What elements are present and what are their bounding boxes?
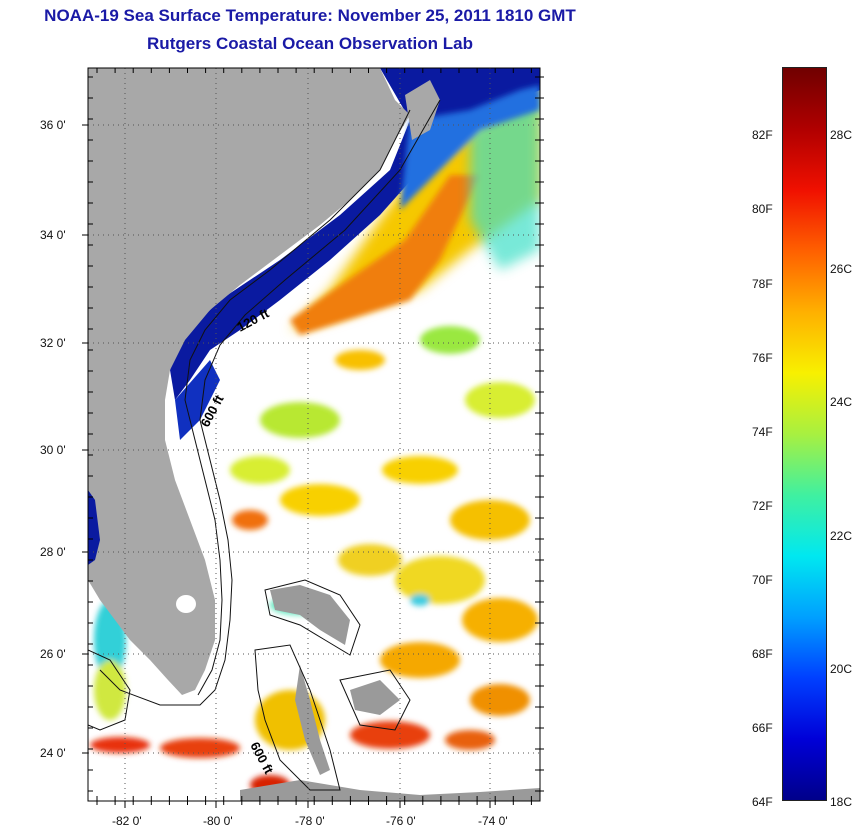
map-subtitle: Rutgers Coastal Ocean Observation Lab (147, 34, 473, 53)
colorbar-f-label: 68F (752, 647, 773, 661)
lat-label: 36 0' (40, 118, 66, 132)
contour-gulf (88, 649, 131, 731)
colorbar-c-label: 22C (830, 529, 853, 543)
longitude-labels: -82 0' -80 0' -78 0' -76 0' -74 0' (112, 814, 508, 828)
contour-great-bahama (254, 644, 341, 791)
colorbar-c-label: 28C (830, 128, 853, 142)
lon-label: -76 0' (386, 814, 416, 828)
lat-label: 30 0' (40, 443, 66, 457)
colorbar-f-label: 66F (752, 721, 773, 735)
colorbar-f-label: 82F (752, 128, 773, 142)
georgia-bight-water (175, 360, 220, 440)
colorbar-c-label: 18C (830, 795, 853, 809)
colorbar-f-label: 64F (752, 795, 773, 809)
little-bahama-bank (270, 585, 350, 645)
temperature-colorbar (782, 67, 827, 801)
gulf-coastal-water (88, 490, 100, 565)
exuma-islands (350, 680, 400, 715)
offshore-cool-patch (470, 95, 540, 270)
lon-label: -82 0' (112, 814, 142, 828)
lon-label: -78 0' (295, 814, 325, 828)
lake-okeechobee (176, 595, 196, 613)
gulf-stream-core (290, 175, 480, 335)
lat-label: 28 0' (40, 545, 66, 559)
colorbar-f-label: 80F (752, 202, 773, 216)
lat-label: 24 0' (40, 746, 66, 760)
latitude-labels: 36 0' 34 0' 32 0' 30 0' 28 0' 26 0' 24 0… (40, 118, 66, 760)
lat-label: 32 0' (40, 336, 66, 350)
contour-120ft (184, 109, 411, 696)
frame-ticks (82, 68, 544, 808)
map-area: 120 ft 600 ft 600 ft (88, 68, 540, 801)
lat-label: 34 0' (40, 228, 66, 242)
colorbar-c-label: 24C (830, 395, 853, 409)
colorbar-c-label: 20C (830, 662, 853, 676)
colorbar-f-label: 70F (752, 573, 773, 587)
colorbar-f-label: 72F (752, 499, 773, 513)
graticule (88, 68, 540, 801)
lon-label: -74 0' (478, 814, 508, 828)
lat-label: 26 0' (40, 647, 66, 661)
contour-600ft (99, 99, 441, 706)
cold-shelf-water (170, 68, 540, 400)
colorbar-f-label: 76F (752, 351, 773, 365)
sst-patches (90, 326, 538, 795)
lon-label: -80 0' (203, 814, 233, 828)
map-title: NOAA-19 Sea Surface Temperature: Novembe… (44, 6, 576, 25)
andros-island (295, 665, 330, 775)
colorbar-f-label: 78F (752, 277, 773, 291)
cuba (240, 780, 540, 801)
colorbar-c-label: 26C (830, 262, 853, 276)
contour-exuma (339, 669, 411, 731)
shelf-edge-water (400, 85, 540, 210)
contour-little-bahama (264, 579, 361, 656)
colorbar-f-label: 74F (752, 425, 773, 439)
land-southeast-us (88, 68, 410, 695)
